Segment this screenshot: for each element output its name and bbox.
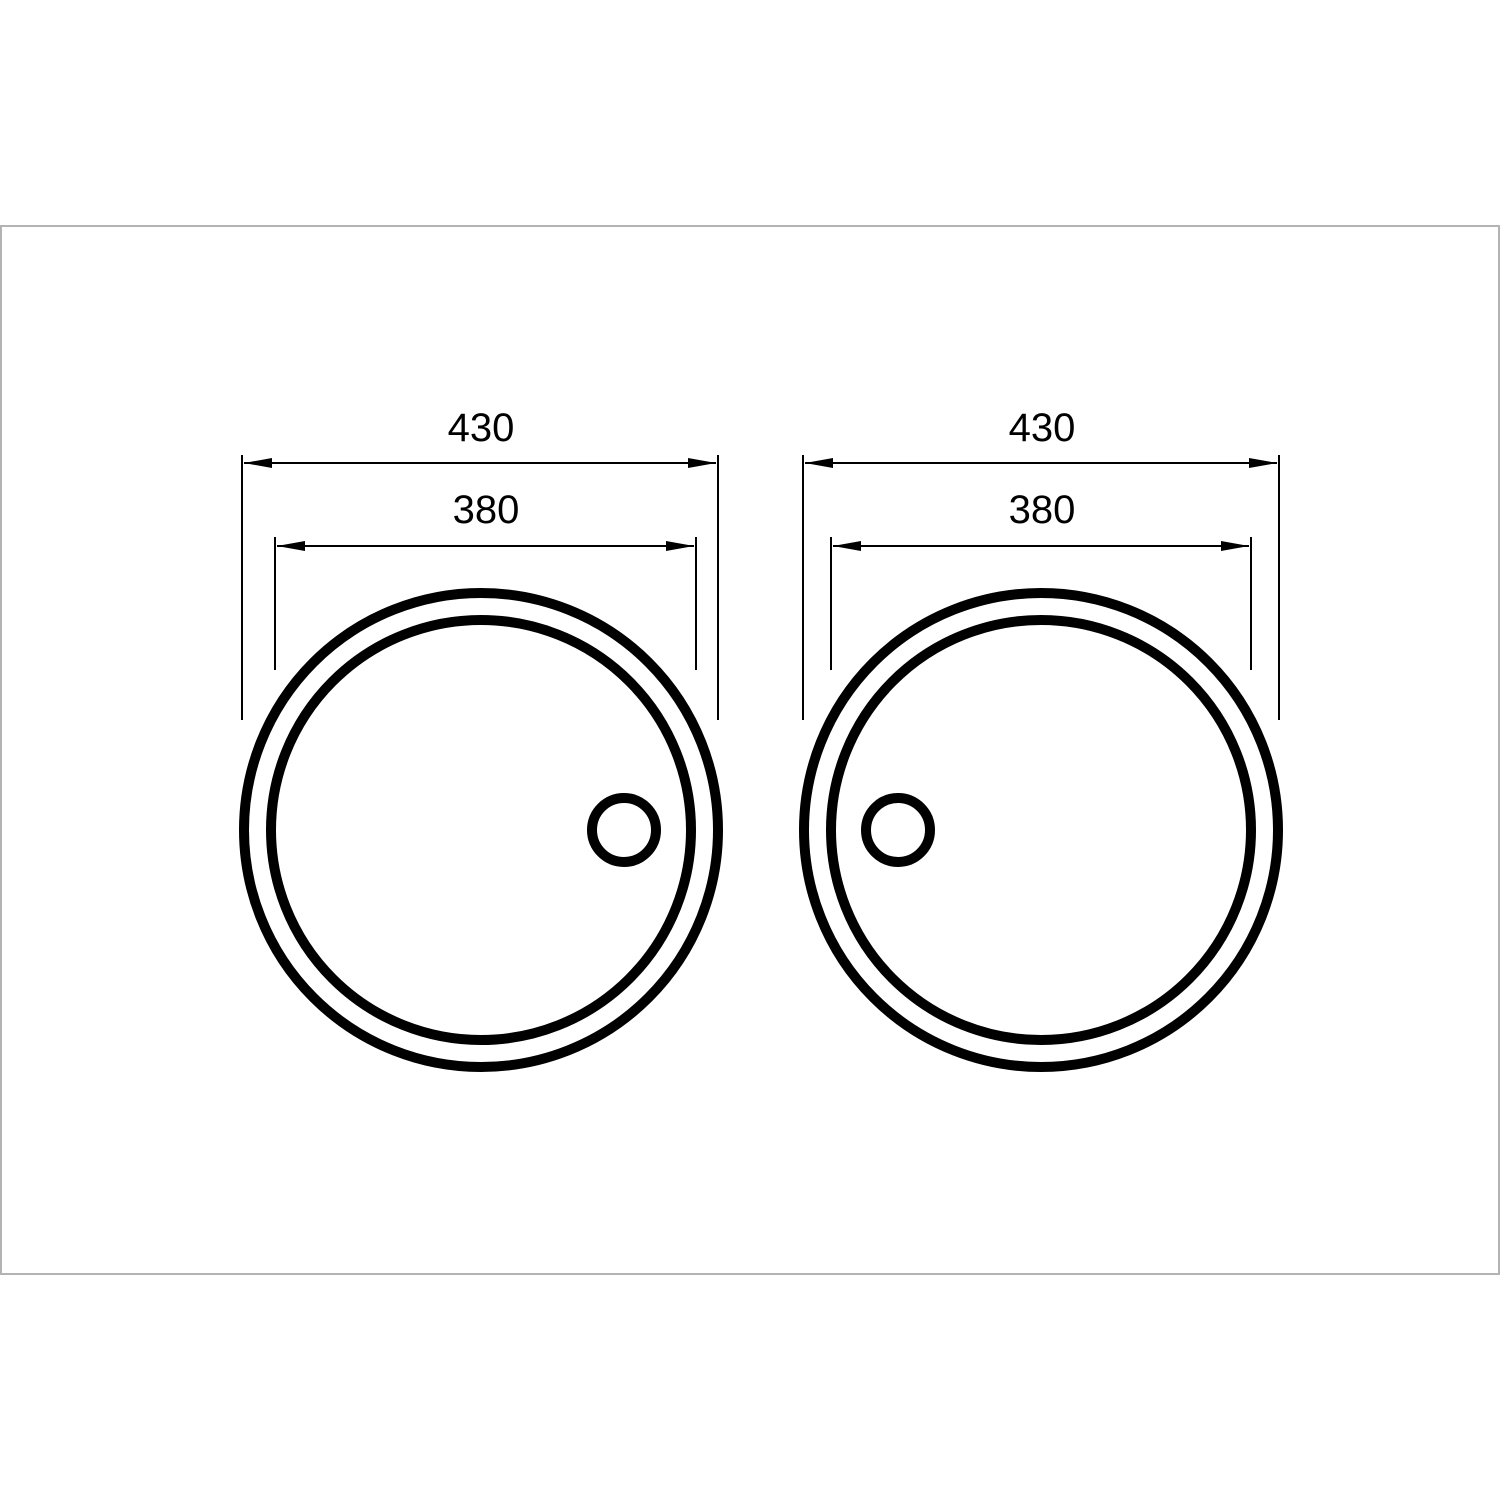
sink-left-inner-bowl	[266, 615, 696, 1045]
sink-right-drain-icon	[861, 793, 935, 867]
sink-right-outer-dimension-label: 430	[1009, 406, 1076, 450]
arrow-right-icon	[1249, 458, 1277, 468]
sink-left-inner-dimension-label: 380	[453, 488, 520, 532]
arrow-left-icon	[277, 541, 305, 551]
sink-left-outer-dimension: 430	[244, 406, 716, 468]
sink-left-outer-rim	[239, 588, 723, 1072]
arrow-left-icon	[833, 541, 861, 551]
sink-left-inner-dimension: 380	[277, 488, 694, 551]
arrow-right-icon	[1221, 541, 1249, 551]
sink-right-inner-bowl	[826, 615, 1256, 1045]
sink-left-drain-icon	[587, 793, 661, 867]
sink-right-outer-rim	[799, 588, 1283, 1072]
sink-right: 430 380	[799, 406, 1283, 1072]
sink-right-outer-dimension: 430	[805, 406, 1277, 468]
sink-left: 430 380	[239, 406, 723, 1072]
sink-right-inner-dimension: 380	[833, 488, 1249, 551]
drawing-frame	[0, 225, 1500, 1275]
arrow-left-icon	[244, 458, 272, 468]
arrow-right-icon	[666, 541, 694, 551]
sink-right-inner-dimension-label: 380	[1009, 488, 1076, 532]
arrow-right-icon	[688, 458, 716, 468]
arrow-left-icon	[805, 458, 833, 468]
sink-left-outer-dimension-label: 430	[448, 406, 515, 450]
